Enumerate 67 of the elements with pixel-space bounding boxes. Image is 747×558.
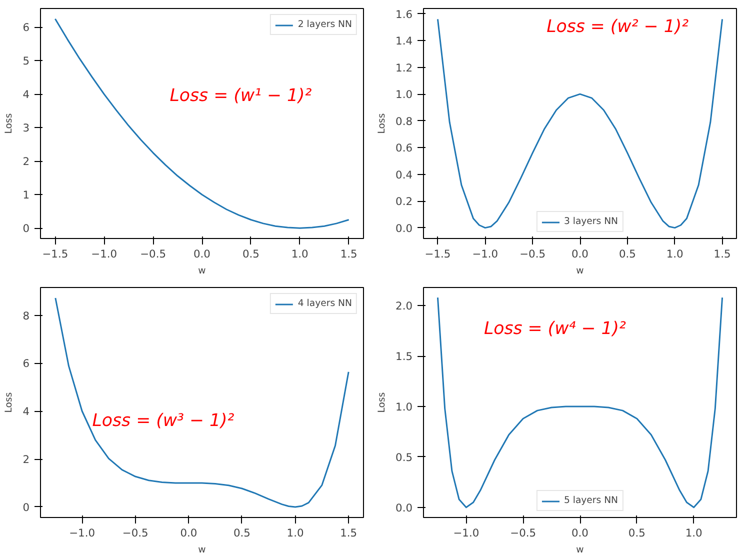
x-tick-label: 1.5 [714, 248, 731, 260]
legend-label: 5 layers NN [564, 495, 618, 506]
y-axis-title: Loss [4, 113, 15, 134]
y-tick-label: 1.6 [396, 8, 413, 21]
x-tick-label: −1.0 [91, 248, 118, 260]
x-tick-label: 0.5 [242, 248, 260, 260]
annotation: Loss = (w¹ − 1)² [170, 86, 312, 106]
y-tick-label: 0.0 [396, 222, 413, 235]
y-tick-label: 6 [22, 357, 30, 370]
legend-label: 3 layers NN [564, 216, 618, 227]
y-tick-label: 0.6 [396, 142, 413, 155]
x-tick-label: −1.5 [424, 248, 451, 260]
y-tick-label: 2 [22, 155, 30, 168]
y-tick-label: 2.0 [396, 300, 413, 313]
x-tick-label: −1.0 [472, 248, 498, 260]
x-tick-label: −1.0 [453, 526, 480, 540]
x-tick-label: 1.0 [685, 526, 703, 540]
x-axis-title: w [198, 544, 206, 556]
y-tick-label: 1.5 [396, 350, 413, 364]
x-tick-label: 1.0 [286, 526, 304, 540]
y-tick-label: 0 [22, 500, 30, 514]
legend-label: 2 layers NN [298, 19, 352, 30]
y-tick-label: 4 [22, 405, 30, 418]
y-tick-label: 1.2 [396, 61, 413, 74]
y-tick-label: 0.2 [396, 195, 413, 208]
y-tick-label: 0.4 [396, 168, 413, 182]
y-axis-title: Loss [376, 113, 388, 134]
x-tick-label: 0.5 [628, 526, 646, 540]
x-tick-label: −1.5 [42, 248, 68, 260]
y-tick-label: 1.0 [396, 400, 413, 414]
annotation: Loss = (w⁴ − 1)² [484, 318, 626, 339]
y-tick-label: 4 [22, 88, 30, 102]
y-tick-label: 0.8 [396, 114, 413, 128]
x-tick-label: 1.5 [340, 526, 358, 540]
x-tick-label: 0.5 [234, 526, 250, 540]
x-tick-label: 0.0 [572, 526, 589, 540]
y-tick-label: 1.0 [396, 88, 413, 102]
y-axis-title: Loss [376, 392, 388, 413]
y-tick-label: 1.4 [396, 34, 413, 48]
x-tick-label: 0.5 [618, 248, 636, 260]
y-tick-label: 8 [22, 309, 30, 322]
y-tick-label: 0 [22, 222, 30, 236]
x-tick-label: −0.5 [122, 526, 148, 540]
x-tick-label: −0.5 [520, 248, 546, 260]
x-axis-title: w [576, 544, 584, 556]
y-tick-label: 5 [22, 54, 30, 68]
y-tick-label: 1 [22, 188, 30, 202]
x-tick-label: 0.0 [180, 526, 198, 540]
x-tick-label: −1.0 [69, 526, 96, 540]
annotation: Loss = (w² − 1)² [546, 16, 689, 37]
y-tick-label: 6 [22, 21, 30, 34]
y-axis-title: Loss [4, 392, 15, 413]
x-tick-label: −0.5 [140, 248, 166, 260]
x-tick-label: 0.0 [572, 248, 589, 260]
x-tick-label: 0.0 [194, 248, 211, 260]
annotation: Loss = (w³ − 1)² [92, 410, 234, 431]
y-tick-label: 2 [22, 453, 30, 466]
x-axis-title: w [198, 266, 206, 276]
y-tick-label: 3 [22, 122, 30, 135]
x-tick-label: 1.5 [340, 248, 358, 260]
x-tick-label: 1.0 [291, 248, 309, 260]
y-tick-label: 0.5 [396, 450, 413, 464]
legend-label: 4 layers NN [298, 298, 352, 309]
x-tick-label: −0.5 [510, 526, 536, 540]
x-tick-label: 1.0 [666, 248, 684, 260]
y-tick-label: 0.0 [396, 501, 413, 514]
x-axis-title: w [576, 266, 584, 276]
